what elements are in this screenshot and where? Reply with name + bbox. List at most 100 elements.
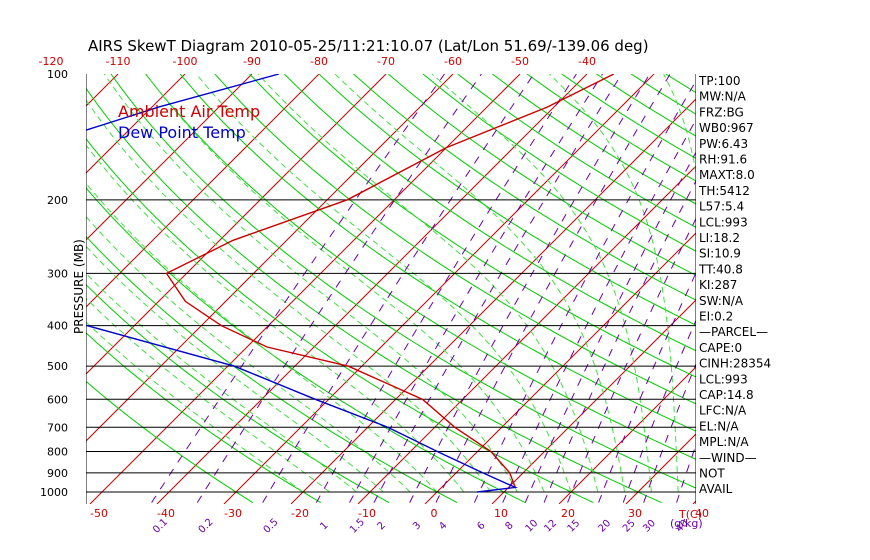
profile-series	[86, 74, 615, 493]
isotherm-line	[424, 232, 696, 504]
dry-adiabat-line	[353, 74, 696, 301]
stability-index-item: TP:100	[698, 74, 741, 88]
stability-index-item: WB0:967	[699, 121, 754, 135]
isobars	[86, 74, 696, 504]
mixing-ratio-tick: 2	[376, 520, 388, 532]
pressure-tick-label: 700	[47, 421, 68, 434]
bottom-temperature-tick: 0	[431, 507, 438, 520]
mixing-ratio-unit-label: (g/kg)	[670, 517, 703, 530]
stability-index-item: SW:N/A	[699, 294, 744, 308]
isotherm-line	[491, 299, 696, 504]
stability-index-item: SI:10.9	[699, 247, 741, 261]
pressure-tick-label: 400	[47, 320, 68, 333]
stability-index-item: FRZ:BG	[699, 105, 744, 119]
stability-index-item: KI:287	[699, 278, 737, 292]
stability-index-item: CAPE:0	[699, 341, 742, 355]
dry-adiabat-line	[249, 74, 696, 378]
stability-index-item: TT:40.8	[698, 262, 743, 276]
dry-adiabat-line	[665, 74, 696, 94]
dry-adiabat-line	[457, 74, 696, 228]
mixing-ratio-tick: 8	[503, 520, 515, 532]
isotherm-line	[86, 74, 119, 107]
dry-adiabat-line	[145, 74, 696, 460]
mixing-ratio-tick: 10	[524, 518, 541, 535]
isotherm-line	[290, 98, 696, 504]
dry-adiabat-line	[283, 74, 696, 352]
mixing-ratio-line	[622, 319, 696, 503]
bottom-temperature-tick: 40	[695, 507, 709, 520]
stability-index-item: LI:18.2	[699, 231, 740, 245]
stability-index-item: MPL:N/A	[699, 435, 749, 449]
pressure-tick-labels: 100 200 300 400 500 600 700 800 900 1000	[40, 68, 68, 499]
mixing-ratio-tick: 6	[475, 520, 487, 532]
pressure-tick-label: 500	[47, 360, 68, 373]
mixing-ratio-tick: 25	[621, 518, 638, 535]
stability-index-item: RH:91.6	[699, 153, 747, 167]
top-temperature-tick: -120	[39, 55, 64, 68]
stability-index-item: L57:5.4	[699, 200, 744, 214]
dry-adiabat-line	[735, 74, 870, 503]
bottom-temperature-tick: 30	[628, 507, 642, 520]
moist-adiabat-line	[334, 74, 626, 493]
top-temperature-tick: -40	[578, 55, 596, 68]
bottom-temperature-tick: -10	[358, 507, 376, 520]
top-temperature-tick: -100	[173, 55, 198, 68]
dry-adiabat-line	[492, 74, 696, 205]
chart-title: AIRS SkewT Diagram 2010-05-25/11:21:10.0…	[88, 37, 649, 55]
ambient-air-temp-line	[165, 74, 615, 488]
stability-index-item: NOT	[699, 467, 725, 481]
top-temperature-tick: -50	[511, 55, 529, 68]
isotherm-line	[223, 74, 655, 504]
pressure-tick-label: 300	[47, 267, 68, 280]
stability-index-item: TH:5412	[698, 184, 750, 198]
mixing-ratio-line	[409, 74, 651, 503]
stability-indices-panel: TP:100MW:N/AFRZ:BGWB0:967PW:6.43RH:91.6M…	[698, 74, 771, 496]
bottom-temperature-tick: 10	[494, 507, 508, 520]
isotherm-line	[827, 74, 870, 504]
top-temperature-tick: -80	[310, 55, 328, 68]
mixing-ratio-line	[643, 362, 696, 503]
mixing-ratio-tick: 0.2	[197, 517, 216, 536]
isotherm-line	[86, 74, 454, 442]
bottom-temperature-tick-labels: -50 -40 -30 -20 -10 0 10 20 30 40	[90, 507, 709, 520]
top-temperature-tick: -110	[106, 55, 131, 68]
mixing-ratio-tick: 12	[542, 518, 559, 535]
stability-index-item: AVAIL	[699, 482, 733, 496]
pressure-tick-label: 800	[47, 445, 68, 458]
stability-index-item: EL:N/A	[699, 419, 739, 433]
stability-index-item: —WIND—	[699, 451, 757, 465]
isotherm-line	[760, 74, 870, 504]
bottom-temperature-tick: -20	[291, 507, 309, 520]
stability-index-item: CINH:28354	[699, 357, 771, 371]
top-temperature-tick-labels: -120 -110 -100 -90 -80 -70 -60 -50 -40	[39, 55, 596, 68]
dry-adiabat-line	[318, 74, 696, 326]
dry-adiabat-line	[387, 74, 696, 276]
bottom-temperature-tick: -40	[157, 507, 175, 520]
stability-index-item: LCL:993	[699, 215, 748, 229]
stability-index-item: CAP:14.8	[699, 388, 754, 402]
mixing-ratio-line	[315, 74, 577, 503]
isotherm-line	[89, 74, 521, 504]
dew-point-temp-line	[86, 74, 518, 493]
top-temperature-tick: -90	[243, 55, 261, 68]
mixing-ratio-tick: 3	[411, 520, 423, 532]
moist-adiabat-line	[145, 74, 545, 493]
mixing-ratio-tick: 15	[566, 518, 583, 535]
stability-index-item: MAXT:8.0	[699, 168, 755, 182]
moist-adiabat-line	[431, 74, 652, 493]
y-axis-label: PRESSURE (MB)	[72, 239, 86, 334]
mixing-ratio-tick: 20	[596, 518, 613, 535]
isotherm-line	[558, 366, 696, 504]
plot-area	[0, 74, 870, 504]
mixing-ratio-tick: 0.5	[262, 517, 281, 536]
dry-adiabat-line	[770, 74, 870, 503]
isotherm-line	[0, 74, 51, 504]
stability-index-item: PW:6.43	[699, 137, 748, 151]
dry-adiabat-line	[422, 74, 696, 252]
pressure-tick-label: 600	[47, 393, 68, 406]
isotherm-line	[86, 74, 387, 375]
stability-index-item: LFC:N/A	[699, 404, 747, 418]
stability-index-item: LCL:993	[699, 372, 748, 386]
pressure-tick-label: 1000	[40, 486, 68, 499]
moist-adiabat-line	[196, 74, 572, 493]
